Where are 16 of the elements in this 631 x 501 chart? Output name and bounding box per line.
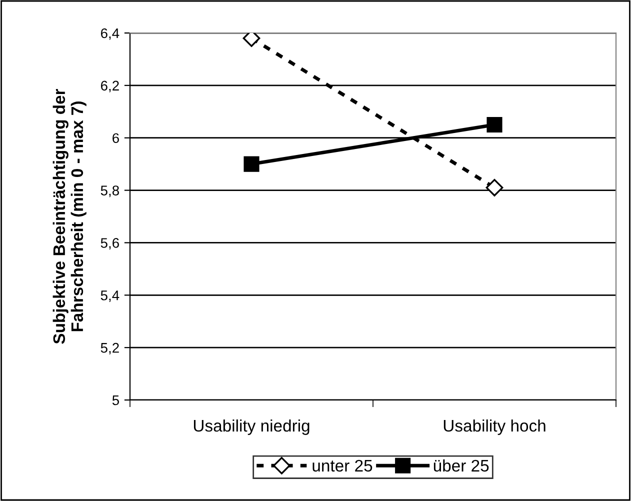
y-tick-label: 5,4 (100, 290, 120, 302)
y-tick-label: 5,6 (100, 238, 119, 250)
y-tick-label: 5,8 (100, 186, 119, 198)
legend-label: über 25 (434, 459, 489, 472)
y-tick-label: 6 (112, 133, 119, 144)
point (486, 178, 504, 196)
x-tick-label: Usability niedrig (194, 419, 310, 435)
y-tick-label: 5 (112, 395, 119, 406)
legend-label: unter 25 (312, 460, 372, 472)
y-tick-label: 6,2 (100, 80, 119, 92)
x-tick-label: Usability hoch (444, 419, 546, 435)
y-tick-label: 5,2 (100, 342, 119, 354)
point (486, 116, 502, 133)
y-tick-label: 6,4 (100, 28, 120, 40)
point (244, 156, 260, 172)
y-axis-title: Subjektive Beeinträchtigung der Fahrscherheit (min 0 - max 7) (52, 88, 86, 344)
